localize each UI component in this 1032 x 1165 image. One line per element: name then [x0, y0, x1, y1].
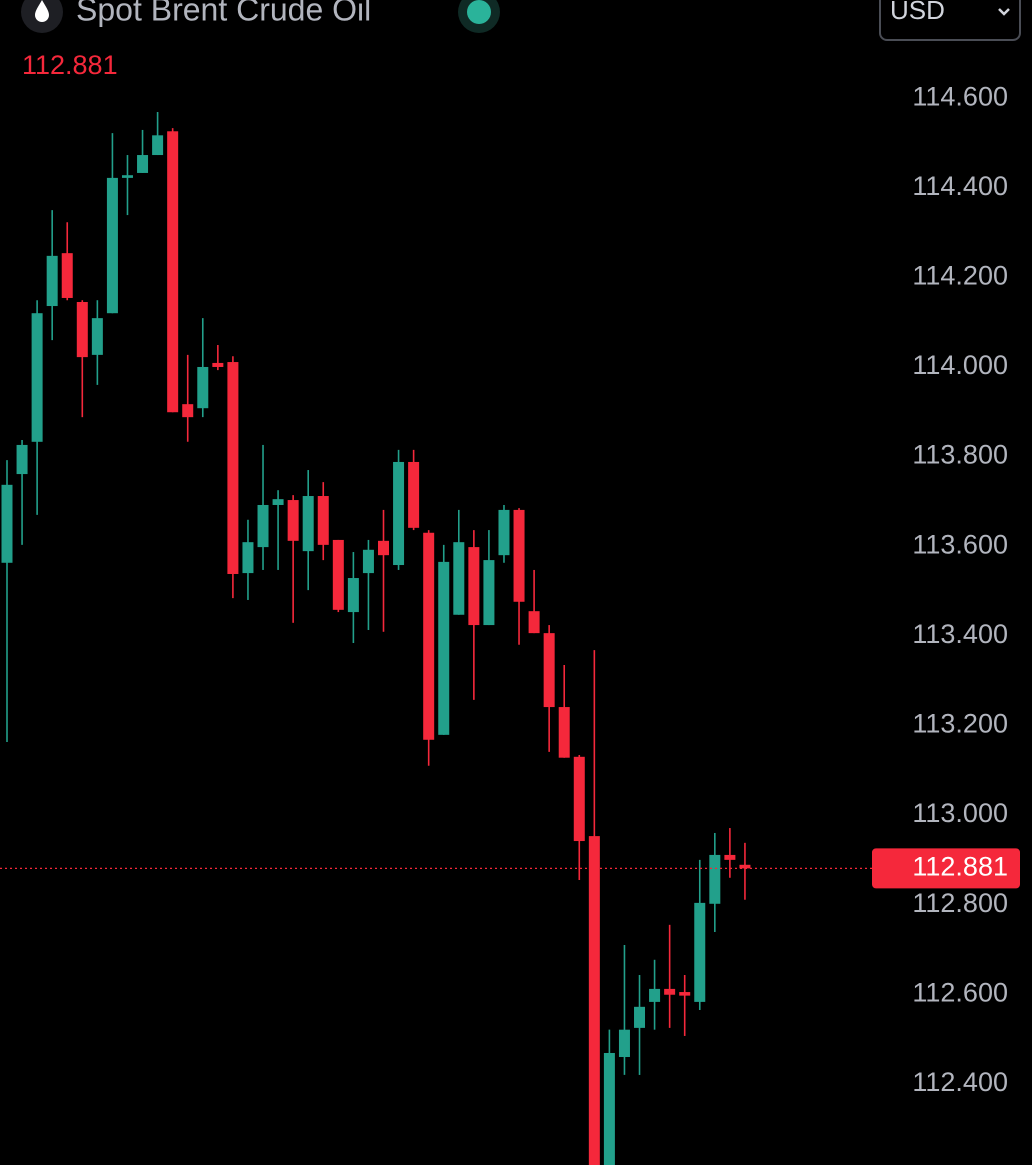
- currency-select[interactable]: USD: [879, 0, 1021, 41]
- currency-label[interactable]: USD: [890, 0, 945, 25]
- candle-body: [362, 549, 374, 574]
- candle-body: [739, 864, 751, 869]
- y-tick-label: 113.000: [912, 798, 1008, 828]
- candle-body: [378, 540, 389, 556]
- candle-body: [634, 1006, 646, 1028]
- candle-body: [302, 496, 314, 552]
- y-tick-label: 112.400: [912, 1067, 1008, 1097]
- status-dot: [467, 0, 491, 24]
- candle-body: [212, 362, 224, 367]
- candle-body: [137, 155, 149, 173]
- candle-body: [664, 988, 676, 995]
- candle-body: [61, 253, 73, 298]
- last-price-label: 112.881: [22, 50, 118, 80]
- candle-body: [724, 854, 736, 860]
- candle-body: [468, 547, 480, 626]
- candle-body: [257, 504, 269, 548]
- candle-body: [31, 313, 43, 442]
- candle-body: [423, 532, 435, 740]
- chart-title: Spot Brent Crude Oil: [76, 0, 371, 27]
- candle-body: [121, 175, 133, 178]
- candle-body: [588, 836, 600, 1165]
- y-tick-label: 112.800: [912, 888, 1008, 918]
- candle-body: [287, 500, 299, 541]
- y-tick-label: 113.200: [912, 709, 1008, 739]
- candle-body: [573, 756, 585, 842]
- candle-body: [91, 318, 103, 355]
- candle-body: [182, 404, 194, 418]
- last-price-axis-label: 112.881: [912, 851, 1008, 881]
- candle-body: [242, 542, 254, 574]
- y-tick-label: 113.800: [912, 440, 1008, 470]
- candle-body: [543, 633, 555, 708]
- candle-body: [709, 854, 721, 904]
- candle-body: [498, 509, 510, 556]
- currency-box[interactable]: [879, 0, 1021, 41]
- last-price-badge: [872, 848, 1020, 889]
- candle-body: [272, 499, 284, 505]
- candle-body: [694, 902, 706, 1002]
- candle-body: [1, 484, 13, 563]
- candle-body: [603, 1052, 615, 1165]
- candle-body: [618, 1029, 630, 1058]
- candle-body: [438, 561, 450, 735]
- candle-body: [16, 444, 28, 475]
- candle-body: [558, 707, 570, 758]
- candle-body: [106, 177, 118, 314]
- y-tick-label: 114.200: [912, 260, 1008, 290]
- drop-icon: [35, 0, 49, 22]
- candle-body: [332, 539, 344, 610]
- candle-body: [528, 611, 540, 634]
- candle-body: [347, 578, 359, 613]
- y-tick-label: 114.600: [912, 81, 1008, 111]
- chevron[interactable]: [998, 8, 1010, 16]
- candle-body: [649, 988, 661, 1002]
- candle-body: [46, 255, 58, 307]
- candle-body: [227, 362, 239, 574]
- candle-body: [408, 461, 420, 528]
- candle-body: [167, 131, 179, 413]
- candle-body: [393, 461, 405, 566]
- candle-body: [197, 366, 209, 409]
- candle-body: [317, 496, 329, 545]
- y-tick-label: 113.600: [912, 529, 1008, 559]
- y-tick-label: 114.400: [912, 171, 1008, 201]
- plot-area: 114.600 114.400 114.200 114.000 113.800 113.6…: [0, 81, 1020, 1165]
- candle-body: [483, 560, 495, 626]
- candle-body: [513, 509, 525, 602]
- y-tick-label: 113.400: [912, 619, 1008, 649]
- candle-body: [76, 302, 88, 358]
- y-tick-label: 114.000: [912, 350, 1008, 380]
- candle-body: [453, 542, 465, 615]
- candle-body: [679, 992, 691, 996]
- candle-body: [152, 135, 164, 156]
- y-tick-label: 112.600: [912, 977, 1008, 1007]
